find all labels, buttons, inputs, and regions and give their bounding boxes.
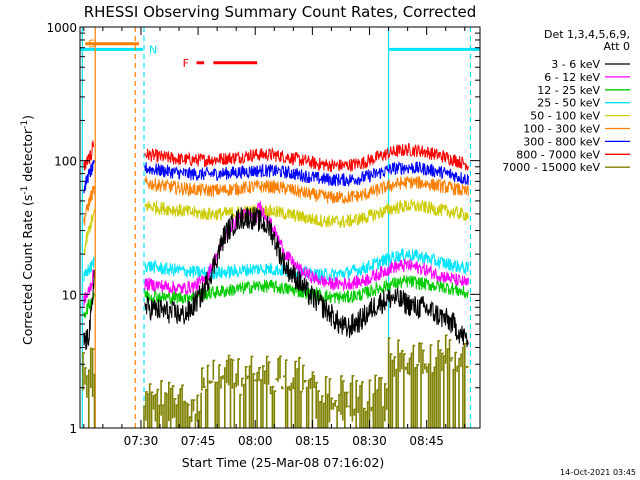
legend-header: Att 0 — [604, 40, 630, 53]
series-25-50-kev — [83, 248, 469, 282]
steps-segment-3 — [315, 374, 389, 428]
chart-title: RHESSI Observing Summary Count Rates, Co… — [84, 3, 477, 21]
series-path — [144, 201, 469, 295]
x-axis: 07:30 07:45 08:00 08:15 08:30 08:45 — [83, 27, 466, 448]
y-tick-label: 10 — [62, 288, 77, 302]
legend-entry-label: 100 - 300 keV — [523, 123, 600, 136]
time-markers — [81, 27, 472, 428]
series-path — [144, 206, 469, 348]
series-50-100-kev — [83, 199, 469, 256]
legend-entry-label: 12 - 25 keV — [537, 84, 600, 97]
steps-segment-1 — [143, 380, 202, 428]
series-7000-15000-kev — [82, 334, 469, 428]
legend-entry-label: 50 - 100 keV — [530, 110, 600, 123]
series-path — [144, 199, 469, 229]
x-tick-label: 08:00 — [238, 434, 273, 448]
legend-header: Det 1,3,4,5,6,9, — [544, 28, 630, 41]
flag-bars: S N F — [80, 38, 480, 70]
steps-segment-0 — [82, 347, 96, 428]
y-axis: 1 10 100 1000 — [46, 21, 480, 436]
series-path — [83, 208, 95, 256]
x-axis-label: Start Time (25-Mar-08 07:16:02) — [182, 455, 385, 470]
series-path — [83, 269, 95, 351]
legend-entry-label: 800 - 7000 keV — [516, 148, 600, 161]
series-path — [144, 175, 469, 205]
plot-frame — [79, 26, 481, 429]
legend-entry-label: 3 - 6 keV — [551, 58, 600, 71]
x-tick-label: 07:45 — [181, 434, 216, 448]
y-tick-label: 1000 — [46, 21, 77, 35]
series-path — [144, 142, 469, 173]
x-tick-label: 08:30 — [352, 434, 387, 448]
series-lines — [83, 140, 469, 351]
x-tick-label: 08:15 — [295, 434, 330, 448]
saa-label: S — [88, 38, 95, 51]
series-path — [83, 185, 95, 226]
x-tick-label: 08:45 — [409, 434, 444, 448]
y-axis-label: Corrected Count Rate (s-1 detector-1) — [20, 115, 35, 345]
y-tick-label: 100 — [54, 155, 77, 169]
series-path — [83, 268, 95, 307]
steps-segment-2 — [201, 354, 317, 428]
flare-label: F — [183, 57, 189, 70]
series-300-800-kev — [83, 160, 469, 194]
series-6-12-kev — [83, 201, 469, 307]
steps-segment-4 — [387, 334, 469, 428]
legend-entry-label: 25 - 50 keV — [537, 97, 600, 110]
series-100-300-kev — [83, 175, 469, 226]
x-tick-label: 07:30 — [124, 434, 159, 448]
legend-entry-label: 300 - 800 keV — [523, 135, 600, 148]
series-3-6-kev — [83, 206, 469, 351]
series-path — [83, 255, 95, 282]
y-tick-label: 1 — [69, 422, 77, 436]
legend-entry-label: 6 - 12 keV — [544, 71, 600, 84]
series-path — [83, 160, 95, 194]
series-path — [144, 248, 469, 282]
night-label: N — [149, 43, 157, 56]
series-path — [144, 161, 469, 188]
legend-entry-label: 7000 - 15000 keV — [502, 161, 600, 174]
timestamp: 14-Oct-2021 03:45 — [560, 468, 636, 477]
